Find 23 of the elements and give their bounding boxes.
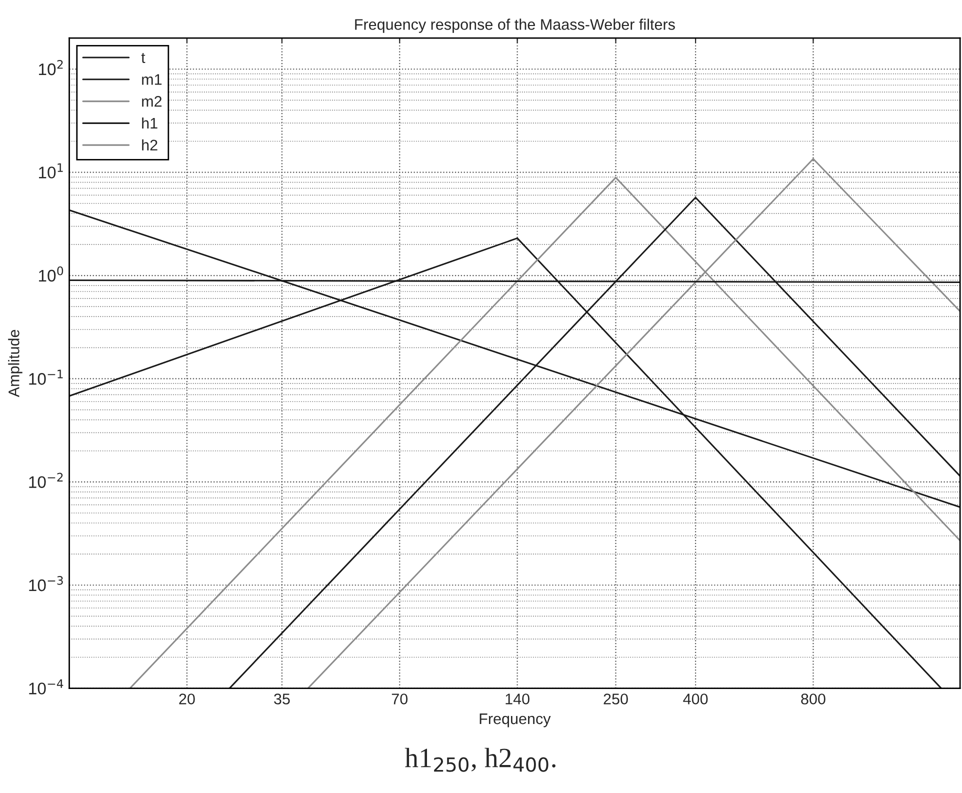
y-tick-label: 10$^{2}$: [39, 60, 63, 76]
x-tick-label: 20: [179, 694, 195, 704]
y-tick-label: 10$^{1}$: [39, 163, 63, 178]
y-tick-label: 10$^{−2}$: [29, 472, 63, 488]
legend-label: m2: [142, 96, 162, 107]
x-tick-label: 140: [506, 694, 530, 704]
x-tick-label: 400: [683, 694, 708, 704]
y-tick-label: 10$^{−1}$: [29, 370, 63, 385]
legend-label: t: [141, 53, 146, 64]
x-tick-label: 800: [801, 694, 826, 704]
y-axis-title: Amplitude: [8, 330, 22, 398]
x-tick-label: 250: [604, 694, 628, 704]
x-tick-label: 35: [274, 694, 290, 704]
legend-label: h2: [142, 139, 158, 150]
legend-label: h1: [142, 117, 158, 129]
y-tick-label: 10$^{−3}$: [29, 576, 63, 592]
legend-label: m1: [142, 74, 162, 85]
chart-title: Frequency response of the Maass-Weber filters: [355, 18, 675, 33]
y-tick-label: 10$^{0}$: [39, 266, 64, 282]
text: h1$_{250}$, h2$_{400}$.: [404, 748, 556, 772]
x-tick-label: 70: [392, 694, 408, 704]
x-axis-title: Frequency: [480, 714, 551, 728]
y-tick-label: 10$^{−4}$: [29, 679, 64, 694]
